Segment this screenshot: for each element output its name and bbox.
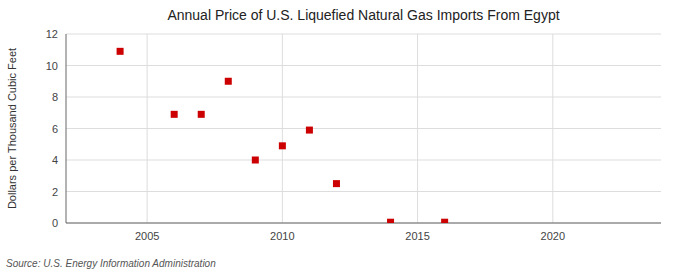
point [387, 219, 394, 223]
point [225, 78, 232, 85]
x-grid-line [147, 34, 148, 223]
y-grid-line [66, 34, 661, 35]
y-tick-label: 0 [52, 217, 58, 229]
x-tick-label: 2010 [270, 230, 294, 242]
y-tick-label: 8 [52, 91, 58, 103]
x-tick-label: 2005 [135, 230, 159, 242]
y-grid-line [66, 191, 661, 192]
points [117, 48, 449, 223]
y-grid-line [66, 128, 661, 129]
y-tick-label: 6 [52, 123, 58, 135]
point [117, 48, 124, 55]
y-axis-line [66, 34, 67, 223]
title: Annual Price of U.S. Liquefied Natural G… [167, 7, 559, 23]
x-grid-line [282, 34, 283, 223]
chart-container: Annual Price of U.S. Liquefied Natural G… [0, 0, 675, 275]
y-grid-line [66, 223, 661, 224]
y-grid-line [66, 65, 661, 66]
y-grid-line [66, 160, 661, 161]
grid [66, 34, 661, 223]
y-tick-label: 12 [46, 28, 58, 40]
x-grid-line [417, 34, 418, 223]
y-axis-label: Dollars per Thousand Cubic Feet [6, 48, 18, 209]
point [306, 127, 313, 134]
y-tick-label: 2 [52, 186, 58, 198]
point [171, 111, 178, 118]
point [279, 142, 286, 149]
x-grid-line [552, 34, 553, 223]
x-tick-label: 2015 [405, 230, 429, 242]
point [252, 157, 259, 164]
x-tick-label: 2020 [541, 230, 565, 242]
point [333, 180, 340, 187]
source-note: Source: U.S. Energy Information Administ… [6, 258, 216, 269]
y-grid-line [66, 97, 661, 98]
x-axis-line [66, 223, 661, 224]
chart-svg: Annual Price of U.S. Liquefied Natural G… [0, 0, 675, 275]
y-tick-label: 10 [46, 60, 58, 72]
point [198, 111, 205, 118]
point [441, 219, 448, 223]
y-tick-label: 4 [52, 154, 58, 166]
tick-labels: 0 2 4 6 8 10 12 2005 2010 2015 2020 [46, 28, 565, 242]
